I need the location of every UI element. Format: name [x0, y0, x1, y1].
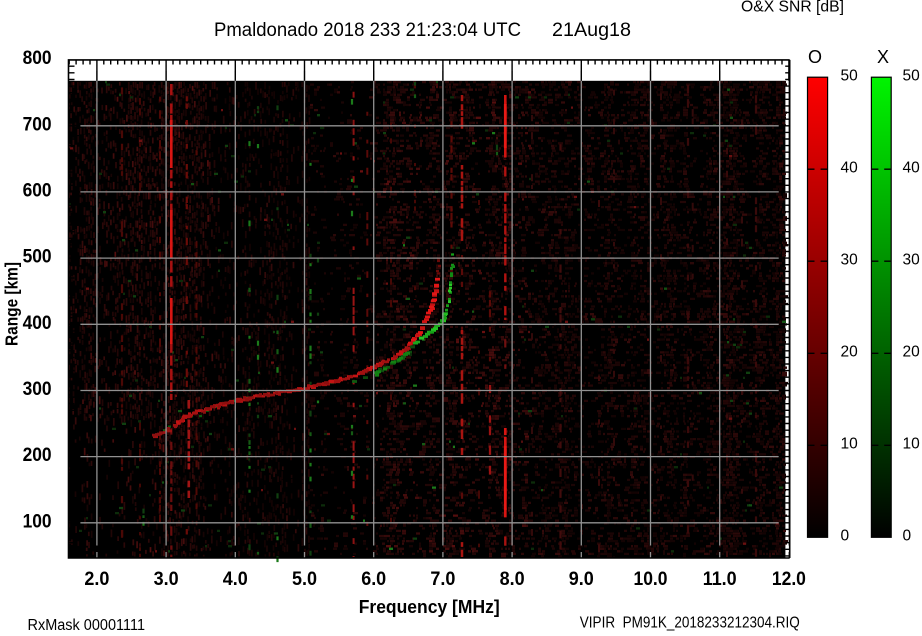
svg-text:O: O — [808, 47, 822, 67]
svg-text:200: 200 — [23, 444, 52, 466]
svg-text:50: 50 — [841, 67, 859, 84]
svg-text:21Aug18: 21Aug18 — [552, 20, 631, 41]
svg-text:0: 0 — [841, 527, 850, 544]
svg-text:O&X SNR [dB]: O&X SNR [dB] — [741, 0, 844, 16]
svg-text:20: 20 — [903, 343, 921, 360]
svg-text:800: 800 — [23, 47, 52, 69]
svg-text:12.0: 12.0 — [772, 568, 806, 590]
svg-text:2.0: 2.0 — [84, 568, 109, 590]
svg-text:300: 300 — [23, 378, 52, 400]
svg-text:11.0: 11.0 — [703, 568, 737, 590]
svg-text:7.0: 7.0 — [430, 568, 455, 590]
svg-text:10: 10 — [841, 435, 859, 452]
svg-text:500: 500 — [23, 246, 52, 268]
svg-text:6.0: 6.0 — [361, 568, 386, 590]
svg-text:40: 40 — [841, 159, 859, 176]
svg-text:50: 50 — [903, 67, 921, 84]
svg-text:9.0: 9.0 — [569, 568, 594, 590]
svg-text:RxMask 00001111: RxMask 00001111 — [28, 617, 146, 634]
svg-text:40: 40 — [903, 159, 921, 176]
svg-text:8.0: 8.0 — [500, 568, 525, 590]
svg-text:0: 0 — [903, 527, 912, 544]
svg-text:100: 100 — [23, 510, 52, 532]
svg-text:10: 10 — [903, 435, 921, 452]
svg-text:5.0: 5.0 — [292, 568, 317, 590]
svg-text:600: 600 — [23, 180, 52, 202]
svg-text:X: X — [877, 47, 889, 67]
svg-text:Pmaldonado 2018 233 21:23:04 U: Pmaldonado 2018 233 21:23:04 UTC — [214, 20, 521, 41]
svg-text:10.0: 10.0 — [634, 568, 668, 590]
svg-text:Range [km]: Range [km] — [2, 262, 22, 346]
svg-text:30: 30 — [903, 251, 921, 268]
svg-text:4.0: 4.0 — [223, 568, 248, 590]
svg-text:400: 400 — [23, 312, 52, 334]
svg-text:3.0: 3.0 — [154, 568, 179, 590]
svg-text:Frequency [MHz]: Frequency [MHz] — [359, 596, 500, 617]
svg-text:30: 30 — [841, 251, 859, 268]
svg-text:20: 20 — [841, 343, 859, 360]
svg-text:VIPIR PM91K_2018233212304.RIQ: VIPIR PM91K_2018233212304.RIQ — [580, 615, 800, 632]
svg-text:700: 700 — [23, 113, 52, 135]
